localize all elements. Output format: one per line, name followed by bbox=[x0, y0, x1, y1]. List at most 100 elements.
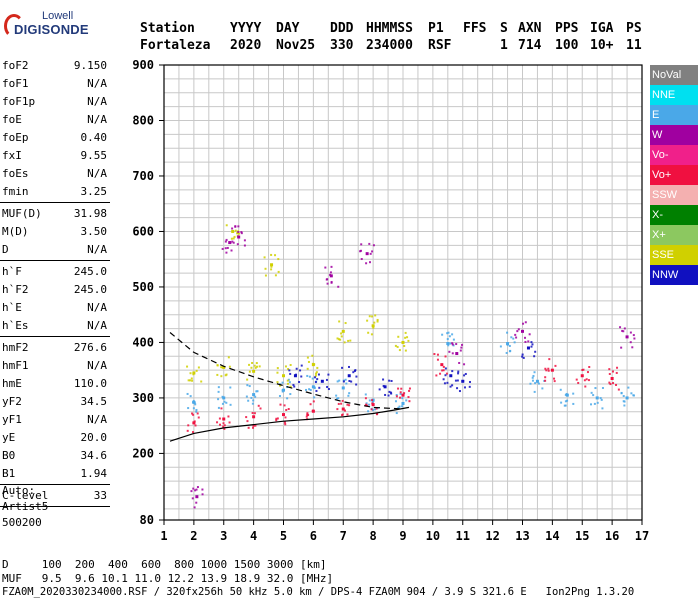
echo-mark bbox=[343, 341, 346, 344]
data-point-vo bbox=[371, 403, 375, 407]
echo-mark bbox=[264, 267, 267, 270]
echo-mark bbox=[317, 373, 320, 376]
echo-mark bbox=[284, 365, 287, 368]
data-point-e bbox=[595, 396, 599, 400]
echo-mark bbox=[368, 261, 371, 264]
y-tick-label: 500 bbox=[132, 280, 154, 294]
echo-mark bbox=[451, 343, 454, 346]
echo-mark bbox=[399, 396, 402, 399]
echo-mark bbox=[608, 381, 611, 384]
echo-mark bbox=[378, 388, 381, 391]
echo-mark bbox=[275, 419, 278, 422]
param-value: 276.6 bbox=[73, 341, 107, 354]
header-label-10: IGA bbox=[590, 21, 614, 36]
header-label-4: HHMMSS bbox=[366, 21, 413, 36]
echo-mark bbox=[193, 401, 196, 404]
data-point-vo bbox=[580, 374, 584, 378]
echo-mark bbox=[217, 390, 220, 393]
echo-mark bbox=[528, 333, 531, 336]
echo-mark bbox=[544, 376, 547, 379]
echo-mark bbox=[230, 249, 233, 252]
echo-mark bbox=[398, 349, 401, 352]
echo-mark bbox=[250, 366, 253, 369]
x-tick-label: 12 bbox=[485, 529, 499, 543]
param-row: foEs N/A bbox=[0, 165, 110, 183]
echo-mark bbox=[326, 282, 329, 285]
echo-mark bbox=[404, 349, 407, 352]
echo-mark bbox=[444, 367, 447, 370]
data-point-vo bbox=[252, 415, 256, 419]
echo-mark bbox=[255, 390, 258, 393]
echo-mark bbox=[370, 408, 373, 411]
echo-mark bbox=[289, 385, 292, 388]
echo-mark bbox=[313, 396, 316, 399]
echo-mark bbox=[200, 380, 203, 383]
echo-mark bbox=[587, 379, 590, 382]
echo-mark bbox=[313, 363, 316, 366]
echo-mark bbox=[446, 332, 449, 335]
echo-mark bbox=[553, 377, 556, 380]
echo-mark bbox=[229, 386, 232, 389]
echo-mark bbox=[401, 405, 404, 408]
echo-mark bbox=[575, 378, 578, 381]
data-point-w bbox=[329, 274, 333, 278]
echo-mark bbox=[612, 370, 615, 373]
echo-mark bbox=[225, 251, 228, 254]
echo-mark bbox=[238, 232, 241, 235]
echo-mark bbox=[590, 391, 593, 394]
header-value-3: 330 bbox=[330, 38, 354, 53]
data-point-w bbox=[455, 352, 459, 356]
data-point-e bbox=[401, 401, 405, 405]
echo-mark bbox=[283, 421, 286, 424]
echo-mark bbox=[237, 231, 240, 234]
echo-mark bbox=[408, 387, 411, 390]
echo-mark bbox=[352, 371, 355, 374]
echo-mark bbox=[633, 337, 636, 340]
echo-mark bbox=[252, 426, 255, 429]
echo-mark bbox=[289, 363, 292, 366]
echo-mark bbox=[289, 372, 292, 375]
echo-mark bbox=[248, 363, 251, 366]
echo-mark bbox=[306, 414, 309, 417]
echo-mark bbox=[601, 407, 604, 410]
echo-mark bbox=[387, 394, 390, 397]
echo-mark bbox=[337, 285, 340, 288]
echo-mark bbox=[278, 384, 281, 387]
echo-mark bbox=[565, 392, 568, 395]
echo-mark bbox=[346, 403, 349, 406]
echo-mark bbox=[251, 361, 254, 364]
echo-mark bbox=[221, 402, 224, 405]
x-tick-label: 8 bbox=[370, 529, 377, 543]
echo-mark bbox=[337, 397, 340, 400]
echo-mark bbox=[236, 232, 239, 235]
echo-mark bbox=[312, 400, 315, 403]
footer-distance-line: D 100 200 400 600 800 1000 1500 3000 [km… bbox=[2, 558, 327, 571]
echo-mark bbox=[191, 412, 194, 415]
echo-mark bbox=[534, 350, 537, 353]
echo-mark bbox=[186, 365, 189, 368]
echo-mark bbox=[306, 374, 309, 377]
echo-mark bbox=[228, 365, 231, 368]
header-label-5: P1 bbox=[428, 21, 444, 36]
echo-mark bbox=[247, 399, 250, 402]
dashed-profile-curve bbox=[169, 332, 404, 410]
param-row: hmF1 N/A bbox=[0, 357, 110, 375]
param-row: MUF(D) 31.98 bbox=[0, 205, 110, 223]
param-row: yF1 N/A bbox=[0, 411, 110, 429]
x-tick-label: 9 bbox=[399, 529, 406, 543]
echo-mark bbox=[517, 328, 520, 331]
echo-mark bbox=[192, 401, 195, 404]
echo-mark bbox=[586, 371, 589, 374]
data-point-w bbox=[365, 252, 369, 256]
echo-mark bbox=[258, 365, 261, 368]
logo-line2: DIGISONDE bbox=[14, 22, 89, 37]
echo-mark bbox=[192, 487, 195, 490]
echo-mark bbox=[234, 229, 237, 232]
echo-mark bbox=[451, 333, 454, 336]
echo-mark bbox=[375, 407, 378, 410]
echo-mark bbox=[516, 330, 519, 333]
param-value: N/A bbox=[87, 319, 107, 332]
param-value: N/A bbox=[87, 301, 107, 314]
echo-mark bbox=[197, 366, 200, 369]
